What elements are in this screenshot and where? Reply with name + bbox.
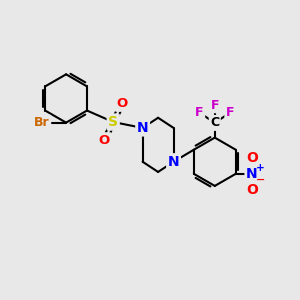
Text: −: − bbox=[255, 175, 265, 185]
Text: N: N bbox=[137, 121, 148, 135]
Text: F: F bbox=[211, 99, 219, 112]
Text: F: F bbox=[195, 106, 204, 119]
Text: +: + bbox=[256, 163, 265, 173]
Text: F: F bbox=[226, 106, 234, 119]
Text: O: O bbox=[246, 183, 258, 197]
Text: C: C bbox=[210, 116, 219, 129]
Text: S: S bbox=[108, 115, 118, 129]
Text: N: N bbox=[246, 167, 258, 181]
Text: O: O bbox=[99, 134, 110, 147]
Text: N: N bbox=[168, 155, 179, 169]
Text: O: O bbox=[116, 97, 128, 110]
Text: Br: Br bbox=[34, 116, 50, 129]
Text: O: O bbox=[246, 151, 258, 165]
